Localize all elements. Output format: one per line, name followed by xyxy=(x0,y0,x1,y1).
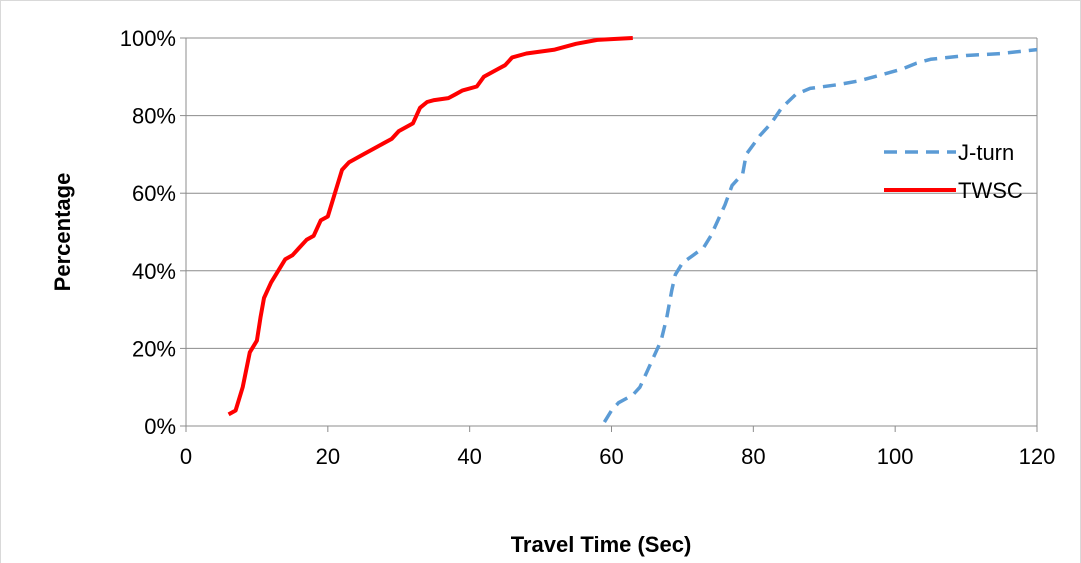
y-tick-label: 40% xyxy=(132,259,176,284)
legend-label-twsc: TWSC xyxy=(958,178,1023,203)
y-tick-label: 80% xyxy=(132,104,176,129)
x-axis-title: Travel Time (Sec) xyxy=(511,532,692,557)
series-lines xyxy=(227,36,1038,424)
x-tick-label: 40 xyxy=(457,444,481,469)
y-tick-label: 20% xyxy=(132,336,176,361)
x-tick-label: 120 xyxy=(1019,444,1056,469)
legend-label-j-turn: J-turn xyxy=(958,140,1014,165)
x-tick-label: 100 xyxy=(877,444,914,469)
series-line-twsc xyxy=(227,36,633,417)
y-tick-label: 0% xyxy=(144,414,176,439)
x-tick-label: 60 xyxy=(599,444,623,469)
x-tick-label: 0 xyxy=(180,444,192,469)
x-tick-label: 80 xyxy=(741,444,765,469)
tick-labels: 0% 20% 40% 60% 80% 100% 0 20 40 60 80 100 120 xyxy=(120,26,1056,469)
series-line-j-turn xyxy=(602,47,1038,424)
legend: J-turn TWSC xyxy=(884,140,1023,203)
y-axis-title: Percentage xyxy=(50,173,75,292)
y-tick-label: 100% xyxy=(120,26,176,51)
x-tick-label: 20 xyxy=(316,444,340,469)
y-tick-label: 60% xyxy=(132,181,176,206)
axes xyxy=(180,37,1038,432)
